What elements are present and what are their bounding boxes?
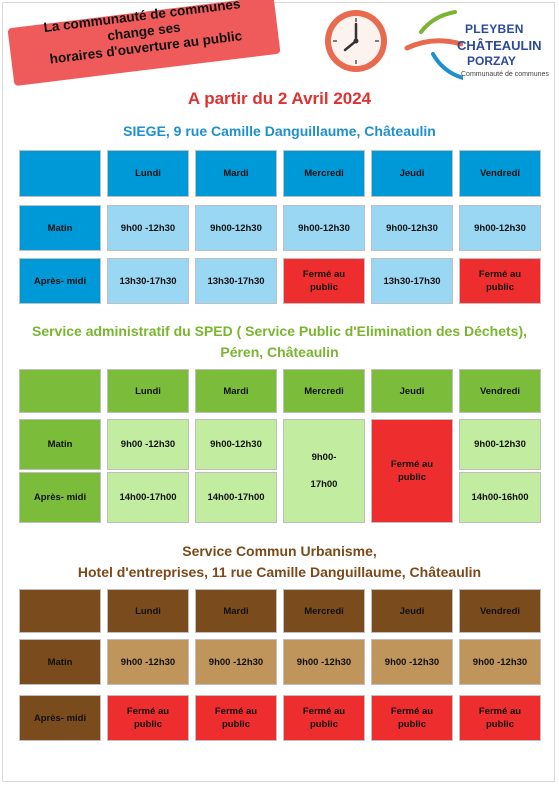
schedule-cell: 9h00-12h30 [195,419,277,470]
schedule-cell: 14h00-16h00 [459,472,541,523]
logo-swoosh-icon [404,10,463,80]
day-header: Lundi [107,589,189,633]
clock-icon [325,10,387,72]
section-title-line: Péren, Châteaulin [220,344,339,360]
logo-line-1: PLEYBEN [465,22,524,36]
row-label: Après- midi [19,695,101,741]
schedule-cell: Fermé au public [283,695,365,741]
day-header: Mercredi [283,150,365,197]
section-title-line: Hotel d'entreprises, 11 rue Camille Dang… [77,564,482,580]
row-label: Matin [19,419,101,470]
schedule-cell: 9h00-12h30 [459,419,541,470]
schedule-cell: 9h00 -12h30 [107,205,189,251]
day-header: Mercredi [283,369,365,413]
table-corner-cell [19,369,101,413]
day-header: Mardi [195,369,277,413]
section-title: SIEGE, 9 rue Camille Danguillaume, Châte… [0,121,559,142]
day-header: Vendredi [459,369,541,413]
schedule-cell: Fermé au public [283,258,365,304]
schedule-cell: Fermé au public [371,695,453,741]
row-label: Matin [19,639,101,685]
schedule-cell: 9h00-12h30 [459,205,541,251]
row-label: Après- midi [19,258,101,304]
schedule-cell: 13h30-17h30 [371,258,453,304]
schedule-cell: 9h00-12h30 [283,205,365,251]
logo-tagline: Communauté de communes [461,71,549,78]
day-header: Lundi [107,369,189,413]
table-corner-cell [19,589,101,633]
day-header: Mardi [195,589,277,633]
section-title-line: Service administratif du SPED ( Service … [31,323,528,339]
day-header: Lundi [107,150,189,197]
row-label: Après- midi [19,472,101,523]
row-label: Matin [19,205,101,251]
day-header: Vendredi [459,589,541,633]
schedule-cell: 9h00 -12h30 [107,419,189,470]
schedule-cell: Fermé au public [195,695,277,741]
schedule-cell: 9h00-12h30 [371,205,453,251]
schedule-cell: 9h00 -12h30 [283,639,365,685]
schedule-cell: 13h30-17h30 [195,258,277,304]
organization-logo: PLEYBEN CHÂTEAULIN PORZAY Communauté de … [403,10,553,90]
schedule-cell: 14h00-17h00 [195,472,277,523]
schedule-cell: Fermé au public [459,258,541,304]
day-header: Mardi [195,150,277,197]
section-title: Service Commun Urbanisme, Hotel d'entrepr… [0,541,559,583]
schedule-cell: 9h00 -12h30 [107,639,189,685]
schedule-cell: Fermé au public [371,419,453,523]
merged-hours-start: 9h00- [311,452,337,463]
schedule-cell: 13h30-17h30 [107,258,189,304]
table-corner-cell [19,150,101,197]
schedule-cell: 9h00-12h30 [195,205,277,251]
schedule-cell: 14h00-17h00 [107,472,189,523]
day-header: Jeudi [371,150,453,197]
schedule-cell: Fermé au public [107,695,189,741]
merged-hours-end: 17h00 [310,479,338,490]
day-header: Jeudi [371,589,453,633]
section-title-line: SIEGE, 9 rue Camille Danguillaume, Châte… [123,123,436,139]
day-header: Mercredi [283,589,365,633]
day-header: Vendredi [459,150,541,197]
logo-line-2: CHÂTEAULIN [457,38,542,53]
logo-line-3: PORZAY [467,54,516,68]
section-title-line: Service Commun Urbanisme, [182,543,377,559]
effective-date-title: A partir du 2 Avril 2024 [187,89,372,108]
schedule-cell: 9h00 -12h30 [371,639,453,685]
merged-hours: 9h00- 17h00 [311,451,338,491]
schedule-cell: 9h00 -12h30 [195,639,277,685]
schedule-cell: 9h00 -12h30 [459,639,541,685]
schedule-cell: Fermé au public [459,695,541,741]
day-header: Jeudi [371,369,453,413]
schedule-cell: 9h00- 17h00 [283,419,365,523]
section-title: Service administratif du SPED ( Service … [0,321,559,363]
